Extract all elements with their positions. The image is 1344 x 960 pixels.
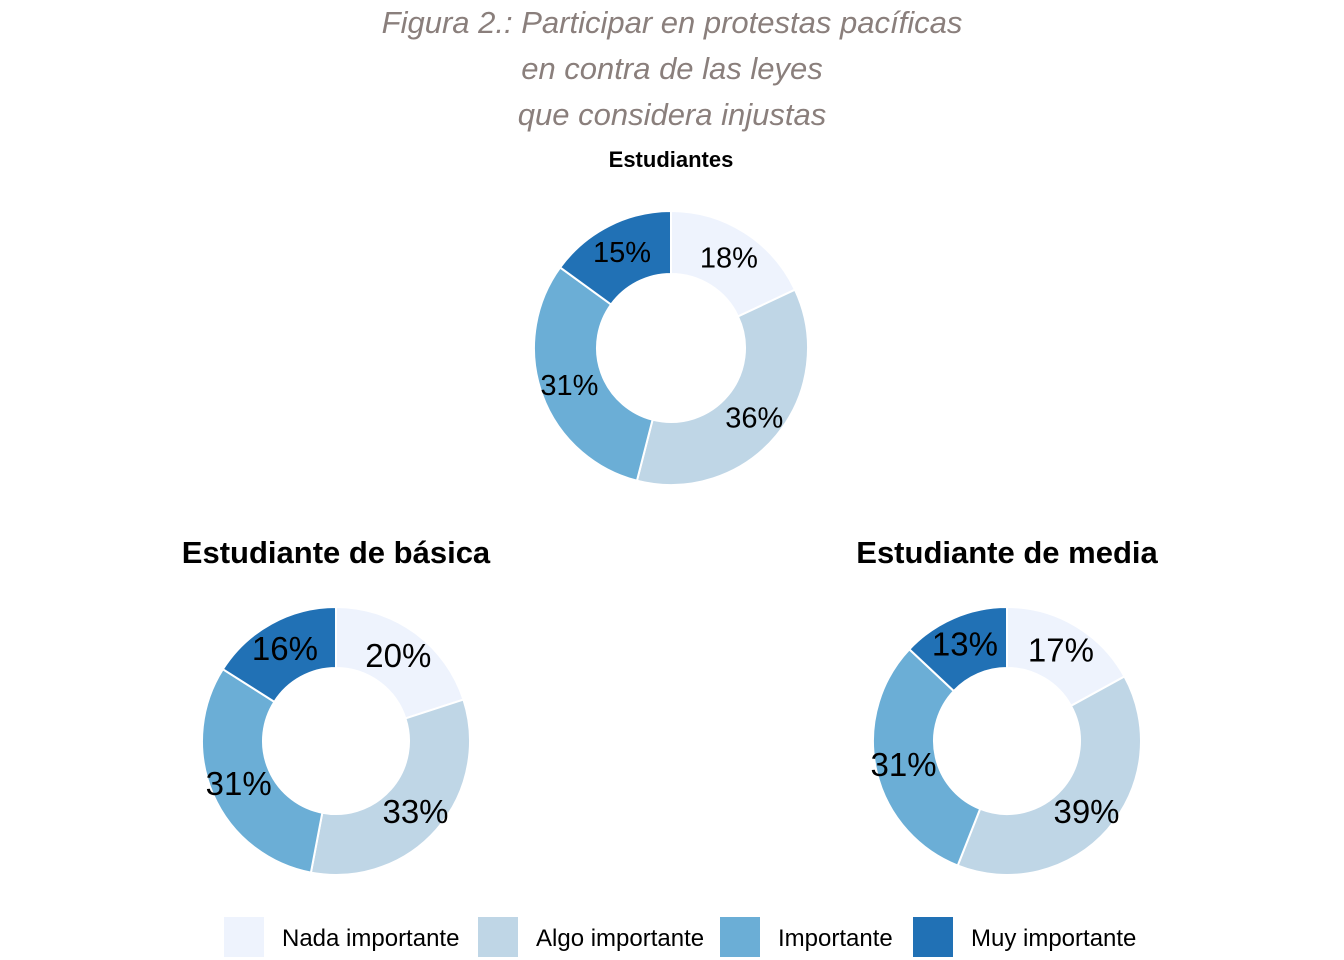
donut-slice-muy-importante bbox=[907, 605, 1008, 693]
slice-value-label: 15% bbox=[593, 237, 651, 269]
title-line-2: en contra de las leyes bbox=[521, 51, 823, 86]
slice-value-label: 18% bbox=[700, 242, 758, 274]
donut-slice-muy-importante bbox=[221, 605, 337, 704]
donut-slice-importante bbox=[533, 266, 654, 482]
slice-value-label: 17% bbox=[1028, 632, 1094, 669]
slice-value-label: 20% bbox=[365, 637, 431, 674]
donut-chart-1: Estudiantes 18% 36% 31% 15% bbox=[533, 147, 809, 486]
panel-title: Estudiantes bbox=[609, 147, 734, 172]
legend-swatch bbox=[913, 917, 953, 957]
chart-title: Figura 2.: Participar en protestas pacíf… bbox=[0, 0, 1344, 138]
panel-title: Estudiante de básica bbox=[182, 535, 491, 570]
donut-slice-importante bbox=[201, 667, 324, 874]
slice-value-label: 31% bbox=[206, 765, 272, 802]
slice-value-label: 33% bbox=[382, 793, 448, 830]
legend-swatch bbox=[478, 917, 518, 957]
donut-slice-algo-importante bbox=[956, 675, 1142, 876]
legend-label: Nada importante bbox=[282, 925, 459, 952]
slice-value-label: 31% bbox=[540, 370, 598, 402]
legend: Nada importante Algo importante Importante… bbox=[224, 917, 1136, 957]
legend-swatch bbox=[720, 917, 760, 957]
panel-title: Estudiante de media bbox=[856, 535, 1158, 570]
slice-value-label: 16% bbox=[252, 630, 318, 667]
donut-slice-algo-importante bbox=[309, 698, 471, 876]
legend-label: Muy importante bbox=[971, 925, 1136, 952]
donut-slice-nada-importante bbox=[335, 605, 465, 720]
slice-value-label: 13% bbox=[932, 626, 998, 663]
donut-chart-2: Estudiante de básica 20% 33% 31% 16% bbox=[182, 535, 491, 876]
donut-slice-algo-importante bbox=[635, 288, 809, 486]
legend-swatch bbox=[224, 917, 264, 957]
donut-slice-muy-importante bbox=[558, 209, 672, 306]
slice-value-label: 31% bbox=[871, 746, 937, 783]
title-line-3: que considera injustas bbox=[517, 97, 827, 132]
legend-label: Algo importante bbox=[536, 925, 704, 952]
legend-label: Importante bbox=[778, 925, 893, 952]
donut-slice-importante bbox=[872, 647, 982, 867]
title-line-1: Figura 2.: Participar en protestas pacíf… bbox=[381, 5, 963, 40]
donut-chart-3: Estudiante de media 17% 39% 31% 13% bbox=[856, 535, 1158, 876]
slice-value-label: 36% bbox=[725, 402, 783, 434]
slice-value-label: 39% bbox=[1053, 793, 1119, 830]
